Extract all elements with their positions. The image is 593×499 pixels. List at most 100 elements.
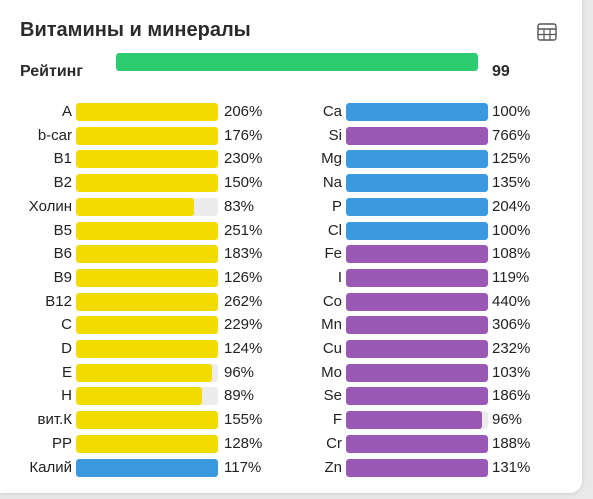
- nutrient-bar: [346, 458, 488, 477]
- nutrient-label: Zn: [324, 458, 342, 476]
- nutrient-label: Si: [328, 126, 342, 144]
- rating-bar: [116, 53, 478, 71]
- nutrient-bar: [346, 292, 488, 311]
- nutrient-bar-fill: [76, 103, 218, 121]
- nutrient-label: Ca: [322, 103, 342, 120]
- nutrient-label: H: [61, 387, 72, 405]
- nutrient-bar-fill: [76, 126, 218, 145]
- nutrient-label: B6: [53, 245, 72, 263]
- nutrient-bar: [346, 197, 488, 216]
- nutrient-label: Cl: [327, 221, 342, 239]
- nutrient-label: b-car: [37, 126, 72, 144]
- table-grid-icon[interactable]: [536, 21, 558, 43]
- nutrient-label: Fe: [324, 245, 342, 263]
- nutrient-label: B9: [53, 268, 72, 286]
- nutrient-label: I: [337, 268, 342, 286]
- nutrient-label: E: [61, 363, 72, 381]
- nutrient-percent: 100%: [492, 103, 531, 120]
- nutrient-percent: 766%: [492, 126, 531, 144]
- nutrient-bar-fill: [346, 363, 488, 382]
- nutrient-label: B5: [53, 221, 72, 239]
- nutrient-bar-fill: [346, 174, 488, 193]
- nutrient-bar-fill: [76, 221, 218, 240]
- rating-label: Рейтинг: [20, 63, 84, 80]
- nutrient-bar-fill: [346, 103, 488, 121]
- nutrient-percent: 230%: [224, 150, 263, 168]
- nutrient-label: Mn: [321, 316, 342, 334]
- nutrient-bar-fill: [76, 197, 194, 216]
- nutrient-bar-fill: [346, 245, 488, 264]
- nutrient-percent: 135%: [492, 174, 531, 192]
- nutrient-bar-fill: [346, 268, 488, 287]
- nutrient-bar: [346, 221, 488, 240]
- nutrient-bar: [346, 150, 488, 169]
- nutrient-label: D: [61, 340, 72, 357]
- nutrient-bar: [346, 434, 488, 453]
- nutrient-percent: 150%: [224, 174, 263, 192]
- nutrient-bar-fill: [76, 174, 218, 193]
- nutrient-percent: 229%: [224, 316, 263, 334]
- nutrient-label: PP: [51, 434, 72, 452]
- nutrient-bar: [76, 221, 218, 240]
- nutrient-percent: 96%: [224, 363, 255, 381]
- nutrient-bar: [76, 174, 218, 193]
- nutrient-bar-fill: [76, 292, 218, 311]
- nutrient-bar-fill: [346, 150, 488, 169]
- nutrient-percent: 204%: [492, 197, 531, 215]
- nutrient-percent: 206%: [224, 103, 263, 120]
- nutrient-bar: [346, 411, 488, 430]
- rating-bar-fill: [116, 53, 478, 71]
- nutrient-bar-fill: [76, 268, 218, 287]
- nutrient-bar-fill: [346, 434, 488, 453]
- nutrient-bar-fill: [346, 340, 488, 358]
- nutrient-bar-fill: [76, 340, 218, 358]
- nutrient-percent: 262%: [224, 292, 263, 310]
- nutrient-percent: 232%: [492, 340, 531, 357]
- nutrient-bar: [76, 363, 218, 382]
- nutrient-bar-fill: [346, 221, 488, 240]
- nutrient-label: A: [61, 103, 72, 120]
- nutrient-bar: [76, 411, 218, 430]
- nutrient-percent: 155%: [224, 411, 263, 429]
- nutrient-percent: 103%: [492, 363, 531, 381]
- nutrient-bar: [76, 245, 218, 264]
- nutrient-bar: [346, 103, 488, 121]
- nutrient-bar: [76, 292, 218, 311]
- nutrient-label: Se: [323, 387, 342, 405]
- nutrient-label: Na: [322, 174, 342, 192]
- nutrient-bar: [76, 434, 218, 453]
- nutrient-bar: [346, 268, 488, 287]
- nutrient-label: Mo: [321, 363, 342, 381]
- nutrient-label: Mg: [321, 150, 342, 168]
- nutrient-bar-fill: [346, 292, 488, 311]
- nutrient-bar: [346, 316, 488, 335]
- nutrient-label: B2: [53, 174, 72, 192]
- nutrient-label: Co: [322, 292, 342, 310]
- nutrient-label: Калий: [29, 458, 72, 476]
- nutrient-bar: [76, 340, 218, 358]
- nutrient-percent: 83%: [224, 197, 255, 215]
- nutrient-bar: [76, 126, 218, 145]
- nutrient-label: B1: [53, 150, 72, 168]
- nutrient-label: Холин: [28, 197, 72, 215]
- nutrient-bar: [346, 174, 488, 193]
- vitamins-minerals-card: Витамины и минералы Рейтинг 99 A 206% b-ca…: [0, 0, 582, 493]
- nutrient-percent: 176%: [224, 126, 263, 144]
- nutrient-bar-fill: [76, 434, 218, 453]
- nutrient-percent: 125%: [492, 150, 531, 168]
- nutrient-percent: 119%: [492, 268, 530, 286]
- nutrient-bar: [346, 363, 488, 382]
- nutrient-bar-fill: [76, 411, 218, 430]
- nutrient-label: C: [61, 316, 72, 334]
- nutrient-bar-fill: [346, 411, 483, 430]
- nutrient-bar: [346, 126, 488, 145]
- nutrient-bar: [346, 245, 488, 264]
- nutrient-bar-fill: [76, 150, 218, 169]
- nutrient-percent: 131%: [492, 458, 531, 476]
- nutrient-percent: 183%: [224, 245, 263, 263]
- nutrient-bar-fill: [346, 387, 488, 406]
- nutrient-percent: 100%: [492, 221, 531, 239]
- nutrient-percent: 117%: [224, 458, 262, 476]
- nutrient-bar: [76, 150, 218, 169]
- card-title: Витамины и минералы: [20, 19, 251, 41]
